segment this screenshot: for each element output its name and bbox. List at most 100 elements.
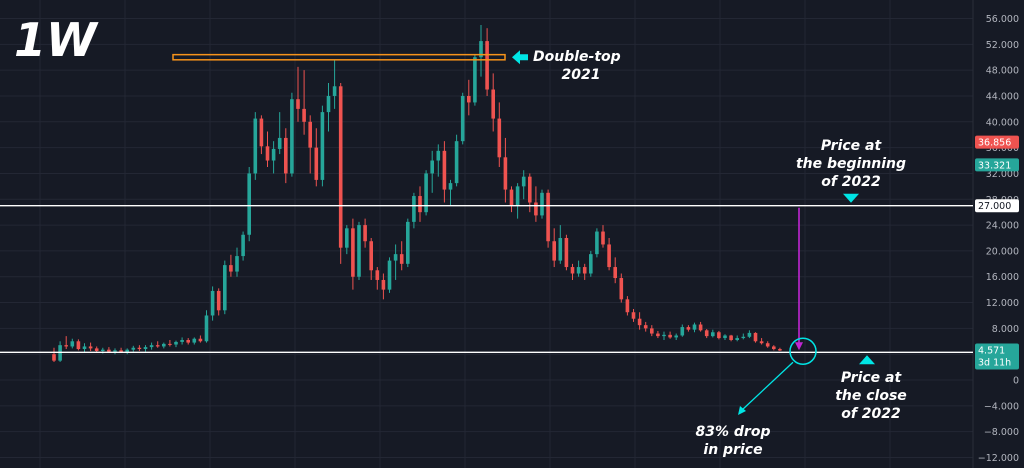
- candle: [765, 341, 770, 348]
- candle: [735, 335, 739, 342]
- candle-body: [485, 41, 489, 90]
- candle: [643, 321, 648, 332]
- candle: [198, 335, 203, 343]
- candle: [180, 337, 184, 345]
- candle: [265, 131, 270, 167]
- candle-body: [430, 160, 434, 174]
- last-price-countdown: 3d 11h: [978, 358, 1011, 369]
- candle-body: [375, 270, 380, 280]
- candle-body: [168, 343, 172, 345]
- candle-body: [582, 267, 587, 274]
- close-price-circle: [789, 337, 817, 366]
- candle-body: [473, 57, 477, 103]
- candle-body: [204, 315, 209, 342]
- y-tick-label: −12.000: [978, 453, 1019, 464]
- candle: [259, 115, 264, 155]
- candle: [582, 263, 587, 280]
- y-tick-label: 32.000: [986, 169, 1019, 180]
- candle-body: [314, 147, 319, 180]
- candle-body: [619, 278, 624, 300]
- candle: [168, 340, 172, 347]
- candle-body: [656, 333, 660, 337]
- candle-body: [460, 95, 465, 142]
- candle-body: [674, 335, 678, 338]
- drop-arrow-head-icon: [795, 342, 803, 351]
- candle: [479, 24, 483, 77]
- candle-body: [772, 346, 776, 350]
- candle: [308, 115, 312, 174]
- candle: [186, 338, 190, 345]
- candle: [125, 348, 129, 355]
- candle-body: [180, 340, 184, 342]
- candle: [332, 60, 337, 109]
- candle-body: [345, 228, 349, 248]
- candle-body: [436, 150, 441, 161]
- candle-body: [650, 328, 654, 334]
- candle-body: [534, 202, 538, 216]
- candle-body: [442, 150, 447, 190]
- candle-body: [332, 86, 337, 96]
- candle-body: [778, 349, 782, 351]
- candle-body: [637, 318, 642, 326]
- candle-body: [131, 347, 136, 350]
- annotation-double-top-line-2: 2021: [562, 67, 601, 83]
- candle-body: [704, 330, 709, 337]
- candle-body: [711, 332, 715, 337]
- y-tick-label: 40.000: [986, 117, 1019, 128]
- triangle-up-icon: [859, 355, 875, 365]
- candle-body: [52, 354, 56, 361]
- candle-body: [668, 334, 672, 338]
- candle-body: [546, 192, 550, 242]
- candle-body: [88, 346, 93, 349]
- y-tick-label: 36.000: [986, 143, 1019, 154]
- candle: [534, 186, 538, 222]
- candle-body: [82, 346, 87, 350]
- price-badge: [975, 199, 1019, 213]
- candle: [314, 128, 319, 187]
- interval-label: 1W: [14, 13, 99, 67]
- candle: [509, 186, 514, 213]
- y-tick-label: 0: [1013, 376, 1019, 387]
- candle-body: [601, 231, 605, 245]
- candle: [662, 331, 666, 341]
- candle-body: [338, 86, 343, 248]
- candle-body: [753, 332, 758, 342]
- candle: [381, 273, 386, 300]
- candle-body: [399, 254, 404, 264]
- candle: [399, 241, 404, 271]
- y-tick-label: 20.000: [986, 246, 1019, 257]
- candle-body: [253, 118, 258, 174]
- candle: [558, 225, 563, 264]
- price-badge-label: 33.321: [978, 160, 1011, 171]
- candle: [540, 189, 544, 219]
- candle-body: [277, 137, 282, 149]
- candle-body: [174, 341, 178, 345]
- candle-body: [302, 108, 306, 122]
- candle-body: [717, 332, 721, 339]
- y-tick-label: 52.000: [986, 40, 1019, 51]
- candle-body: [259, 118, 264, 147]
- candle: [601, 225, 605, 248]
- candle-body: [216, 290, 221, 311]
- candle: [723, 334, 727, 341]
- candle-body: [296, 99, 300, 109]
- candle-body: [290, 99, 294, 174]
- candle-body: [595, 231, 599, 255]
- candle: [753, 332, 758, 343]
- candle: [290, 92, 294, 177]
- candle-body: [723, 335, 727, 339]
- candle-body: [552, 241, 556, 261]
- candle: [320, 105, 325, 187]
- candle-body: [515, 186, 520, 206]
- candle-body: [503, 157, 508, 190]
- candle: [253, 112, 258, 180]
- candle: [412, 192, 416, 229]
- candle-body: [589, 254, 593, 274]
- candle-body: [528, 176, 532, 203]
- candle-body: [479, 41, 483, 58]
- candle-body: [467, 95, 471, 103]
- candle: [698, 321, 703, 332]
- candle: [741, 333, 746, 340]
